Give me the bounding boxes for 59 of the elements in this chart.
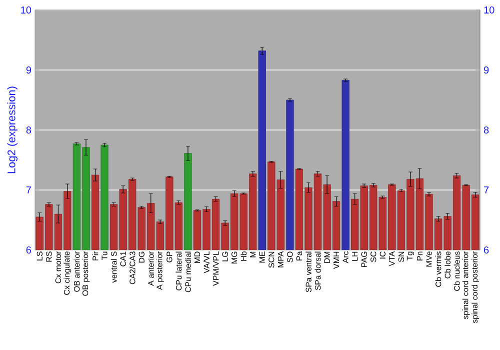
y-tick-label: 8 <box>26 126 32 134</box>
y2-tick-label: 9 <box>484 66 489 74</box>
x-tick-label: LG <box>222 252 228 262</box>
x-tick-label: OB anterior <box>74 251 80 292</box>
x-tick-label: spinal cord posterior <box>472 251 480 323</box>
y2-tick-label: 8 <box>484 126 489 134</box>
x-tick-label: ventral S <box>110 252 117 283</box>
x-tick-label: Tg <box>406 252 414 260</box>
x-tick-label: SN <box>398 252 404 262</box>
y-tick-label: 6 <box>26 246 32 254</box>
x-tick-label: DM <box>324 252 330 263</box>
x-tick-label: LS <box>36 252 42 260</box>
x-tick-label: Tu <box>102 252 108 260</box>
x-tick-label: SC <box>370 251 376 262</box>
x-tick-label: MG <box>231 252 238 264</box>
y-axis-title: Log2 (expression) <box>7 86 18 174</box>
x-tick-label: PAG <box>361 252 367 267</box>
x-tick-label: VTA <box>389 251 395 266</box>
x-tick-label: Arc <box>342 251 348 264</box>
x-tick-label: M <box>250 252 256 258</box>
x-tick-label: A anterior <box>148 251 154 286</box>
y2-tick-label: 10 <box>484 6 494 14</box>
x-tick-label: OB posterior <box>82 251 90 296</box>
x-tick-label: CPu medial <box>185 252 191 292</box>
x-tick-label: VMH <box>334 252 340 269</box>
x-tick-label: MPA <box>278 251 284 268</box>
x-tick-label: CA2/CA3 <box>129 252 136 284</box>
x-tick-label: Cx motor <box>55 251 62 284</box>
x-tick-label: MVe <box>426 252 432 267</box>
x-tick-label: SCN <box>268 252 274 268</box>
x-tick-label: RS <box>46 252 52 262</box>
x-tick-label: Cb nucleus <box>454 251 460 291</box>
x-tick-label: SO <box>287 252 293 262</box>
x-tick-label: VPM/VPL <box>212 251 219 286</box>
x-tick-label: VA/VL <box>204 251 210 274</box>
x-tick-label: Hb <box>240 252 247 261</box>
y2-tick-label: 7 <box>484 186 489 194</box>
x-tick-label: Cb lobe <box>444 252 450 278</box>
x-tick-label: ME <box>259 252 265 263</box>
x-tick-label: Cx cingulate <box>64 252 72 295</box>
x-tick-label: Cb vermis <box>435 251 442 287</box>
x-tick-label: SPa dorsal <box>314 252 321 290</box>
x-tick-label: CA1 <box>120 252 126 266</box>
x-tick-label: CPu lateral <box>176 252 182 290</box>
y-tick-label: 10 <box>21 6 32 14</box>
x-tick-label: IC <box>380 251 386 258</box>
x-tick-label: A posterior <box>156 251 164 290</box>
x-tick-label: spinal cord anterior <box>462 251 470 319</box>
x-tick-label: SPa ventral <box>306 252 312 292</box>
x-tick-label: MD <box>194 252 200 263</box>
x-tick-label: GP <box>166 252 172 262</box>
x-tick-label: Pa <box>296 251 302 260</box>
y-tick-label: 7 <box>26 186 31 194</box>
y2-tick-label: 6 <box>484 246 489 254</box>
x-tick-label: Pn <box>416 252 422 260</box>
x-tick-label: DG <box>138 252 144 263</box>
y-tick-label: 9 <box>26 66 32 74</box>
x-tick-label: Pir <box>92 251 98 260</box>
x-tick-label: LH <box>352 252 358 261</box>
